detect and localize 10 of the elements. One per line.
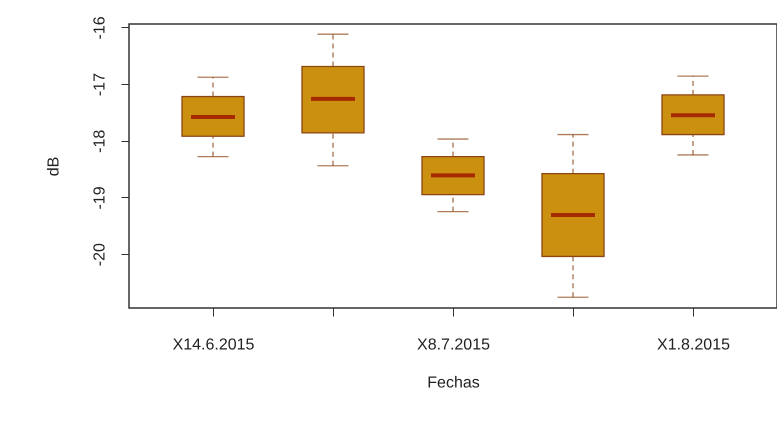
y-tick-label: -18 — [92, 130, 108, 153]
x-tick-label: X1.8.2015 — [657, 336, 730, 354]
x-axis-title: Fechas — [427, 374, 480, 392]
y-tick-label: -16 — [92, 16, 108, 40]
y-tick-label: -20 — [92, 242, 108, 266]
y-axis-title: dB — [46, 156, 62, 176]
x-tick-label: X8.7.2015 — [417, 336, 490, 354]
y-tick-label: -17 — [92, 72, 108, 96]
y-tick-label: -19 — [92, 186, 108, 210]
x-tick-label: X14.6.2015 — [172, 336, 255, 354]
